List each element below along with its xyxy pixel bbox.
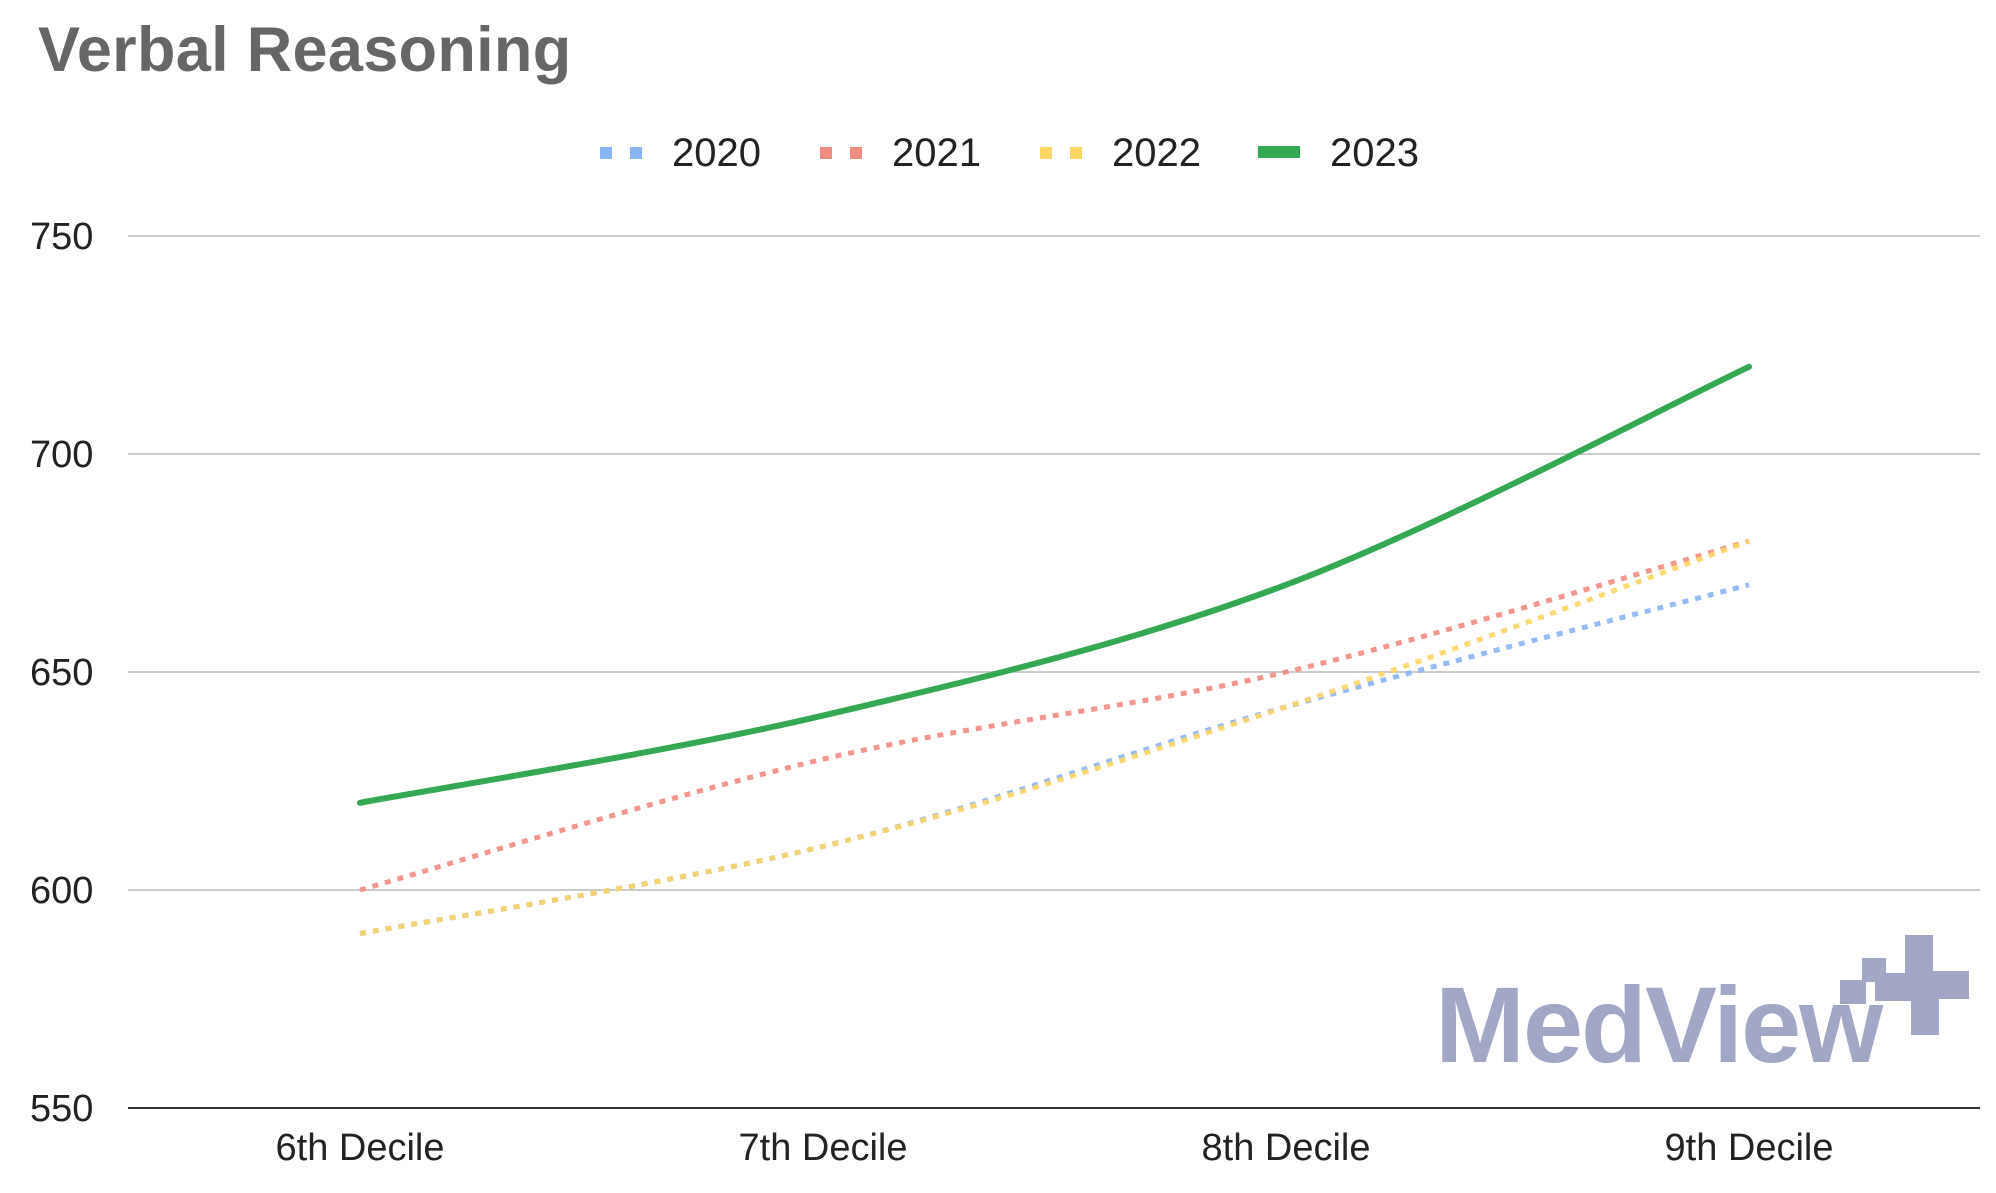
watermark-logo: MedView: [1435, 935, 1969, 1085]
y-tick-label: 600: [30, 870, 93, 912]
legend-item-2022: 2022: [1040, 131, 1201, 175]
y-tick-label: 700: [30, 434, 93, 476]
legend-swatch: [600, 147, 612, 159]
legend-item-2023: 2023: [1258, 131, 1419, 175]
watermark-cross-mark: [1875, 935, 1969, 1035]
y-tick-label: 750: [30, 216, 93, 258]
series-lines: [360, 367, 1749, 934]
legend-swatch: [1258, 146, 1300, 158]
legend-label: 2023: [1330, 131, 1419, 175]
x-tick-label: 8th Decile: [1202, 1127, 1371, 1169]
x-tick-label: 9th Decile: [1665, 1127, 1834, 1169]
chart-title: Verbal Reasoning: [38, 14, 571, 86]
legend-item-2021: 2021: [820, 131, 981, 175]
y-tick-label: 650: [30, 652, 93, 694]
watermark-text: MedView: [1435, 964, 1884, 1085]
series-line-2022: [360, 541, 1749, 933]
x-tick-label: 7th Decile: [739, 1127, 908, 1169]
legend-label: 2022: [1112, 131, 1201, 175]
legend-item-2020: 2020: [600, 131, 761, 175]
legend-swatch: [630, 147, 642, 159]
legend: 2020 2021 2022 2023: [600, 131, 1419, 175]
legend-swatch: [1040, 147, 1052, 159]
series-line-2021: [360, 541, 1749, 890]
series-line-2023: [360, 367, 1749, 803]
legend-label: 2020: [672, 131, 761, 175]
legend-label: 2021: [892, 131, 981, 175]
y-tick-label: 550: [30, 1088, 93, 1130]
legend-swatch: [820, 147, 832, 159]
series-line-2020: [360, 585, 1749, 934]
legend-swatch: [850, 147, 862, 159]
x-tick-label: 6th Decile: [276, 1127, 445, 1169]
legend-swatch: [1070, 147, 1082, 159]
